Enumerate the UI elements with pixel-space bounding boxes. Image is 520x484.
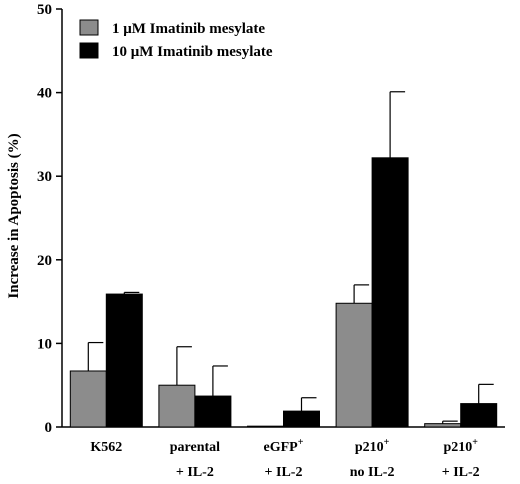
y-tick-label: 20 — [37, 253, 52, 269]
legend-swatch — [79, 42, 99, 59]
x-tick-label: K562 — [90, 440, 122, 455]
x-tick-label: p210+ — [443, 437, 478, 455]
x-tick-label: + IL-2 — [265, 465, 303, 480]
bar — [335, 302, 373, 428]
legend-label: 10 μM Imatinib mesylate — [112, 44, 273, 60]
y-tick-label: 40 — [37, 86, 52, 102]
bar — [158, 384, 196, 428]
y-tick-label: 50 — [37, 2, 52, 18]
bar — [247, 425, 284, 428]
legend-swatch — [79, 19, 99, 36]
x-tick-label: p210+ — [355, 437, 390, 455]
x-tick-label: parental — [170, 440, 220, 455]
y-axis-label: Increase in Apoptosis (%) — [6, 133, 22, 298]
bar — [194, 395, 232, 428]
bar — [371, 157, 409, 428]
legend: 1 μM Imatinib mesylate 10 μM Imatinib mes… — [79, 19, 273, 60]
x-tick-label: eGFP+ — [264, 437, 304, 455]
bar — [283, 410, 320, 428]
y-tick-label: 30 — [37, 169, 52, 185]
bar — [105, 293, 143, 428]
x-tick-label: + IL-2 — [442, 465, 480, 480]
legend-label: 1 μM Imatinib mesylate — [112, 21, 265, 37]
y-ticks: 0 10 20 30 40 50 — [37, 2, 62, 436]
x-tick-label: + IL-2 — [176, 465, 214, 480]
bar — [69, 370, 107, 428]
bar — [424, 423, 462, 428]
x-tick-label: no IL-2 — [350, 465, 395, 480]
error-bars — [87, 91, 494, 424]
y-tick-label: 10 — [37, 336, 52, 352]
bars — [69, 157, 498, 428]
y-tick-label: 0 — [45, 420, 53, 436]
x-tick-labels: K562 parental + IL-2 eGFP+ + IL-2 p210+ no IL-… — [90, 437, 479, 480]
bar — [460, 403, 498, 428]
